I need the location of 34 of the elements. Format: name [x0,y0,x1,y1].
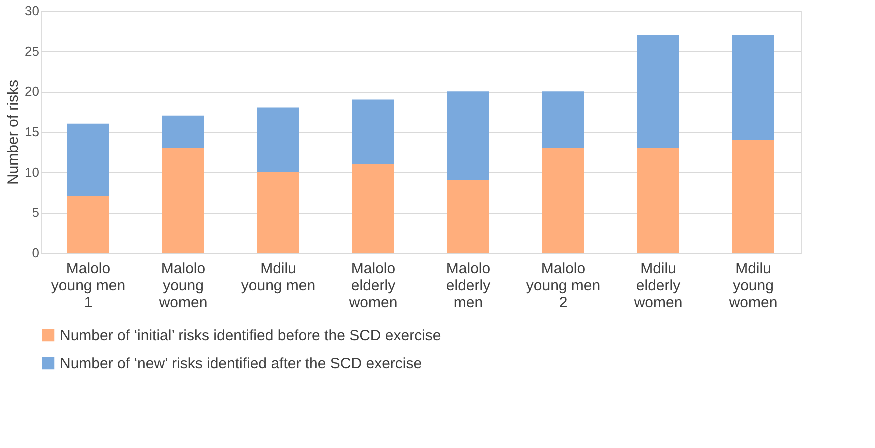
bar [258,108,300,172]
x-tick-label: Mdilu young men [241,260,316,294]
bar [352,100,394,164]
legend-label: Number of ‘new’ risks identified after the SCD exercise [60,356,422,372]
y-tick-label: 25 [25,44,40,59]
y-tick-label: 0 [32,246,40,260]
bar [638,35,680,148]
y-tick-label: 5 [32,205,40,220]
y-axis-title: Number of risks [5,80,22,186]
y-tick-label: 30 [25,4,40,18]
x-tick-label: Mdilu young women [728,260,778,312]
bar [542,148,584,253]
x-tick-label: Mdilu elderly women [633,260,683,312]
y-tick-label: 10 [25,164,40,180]
x-tick-label: Malolo young men 2 [526,260,601,312]
bar [542,92,584,148]
bar [68,124,110,197]
x-tick-label: Malolo young women [158,260,208,312]
x-tick-label: Malolo elderly women [348,260,398,312]
bar [68,196,110,253]
legend-label: Number of ‘initial’ risks identified before the SCD exercise [60,328,442,344]
bar [162,116,204,148]
x-tick-label: Malolo elderly men [446,260,492,312]
bar [352,164,394,253]
bar [448,92,490,180]
bar [162,148,204,253]
bar [732,140,774,253]
x-tick-label: Malolo young men 1 [51,260,126,312]
y-tick-label: 15 [25,124,40,140]
bar [732,35,774,140]
bar [638,148,680,253]
y-tick-label: 20 [25,84,40,100]
bar [258,172,300,253]
bar [448,180,490,253]
